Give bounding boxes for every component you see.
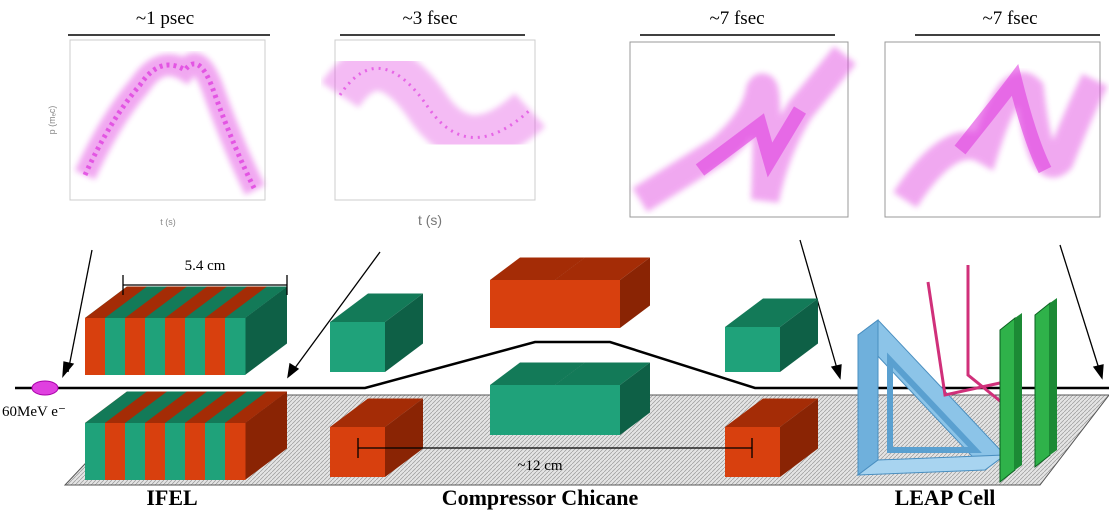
plot-1: ~1 psec p (mₑc) t (s) (47, 8, 270, 227)
plot-4: ~7 fsec (885, 8, 1100, 217)
plot-2: ~3 fsec t (s) (335, 8, 535, 228)
plot-title: ~7 fsec (982, 8, 1037, 29)
plot-title: ~3 fsec (402, 8, 457, 29)
section-label: LEAP Cell (895, 485, 996, 510)
dimension-label: 5.4 cm (185, 258, 226, 274)
x-label: t (s) (418, 212, 442, 228)
diagram: ~1 psec p (mₑc) t (s) ~3 fsec t (s) ~7 f… (0, 0, 1109, 514)
beam-label: 60MeV e⁻ (2, 404, 66, 420)
plot-title: ~1 psec (136, 8, 194, 29)
plot-3: ~7 fsec (630, 8, 848, 217)
section-label: Compressor Chicane (442, 485, 639, 510)
magnet (330, 294, 423, 373)
electron-bunch (32, 381, 58, 395)
x-label: t (s) (160, 217, 176, 227)
y-label: p (mₑc) (47, 106, 57, 135)
magnet (85, 392, 287, 481)
plot-title: ~7 fsec (709, 8, 764, 29)
dimension-label: ~12 cm (517, 458, 563, 474)
section-label: IFEL (146, 485, 197, 510)
magnet (725, 299, 818, 373)
magnet (85, 287, 287, 376)
